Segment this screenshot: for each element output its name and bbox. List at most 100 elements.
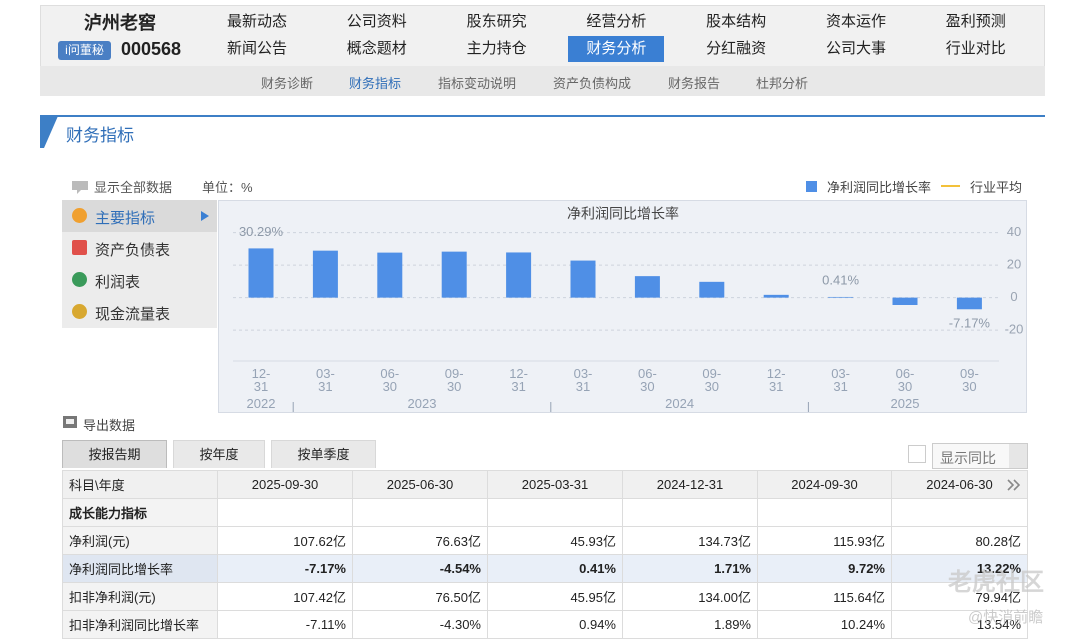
x-tick-label: 06-30 [895,366,915,394]
x-year-label: 2025 [890,396,920,411]
value-cell: -4.30% [352,610,488,639]
tab[interactable]: 按报告期 [62,440,167,468]
header-cell: 2025-09-30 [217,470,353,499]
side-menu: 主要指标资产负债表 利润表 现金流量表 [62,200,217,328]
x-tick-label: 03-31 [831,366,850,394]
value-cell [891,498,1028,527]
header-cell: 2025-03-31 [487,470,623,499]
section-row: 成长能力指标 [62,498,1028,527]
side-menu-arrow [201,211,209,221]
bar [312,250,338,298]
section-header-decor [40,115,1045,148]
nav-item[interactable]: 公司大事 [825,40,886,57]
side-menu-label: 主要指标 [95,210,156,227]
side-menu-item[interactable]: 资产负债表 [62,232,217,264]
value-cell [757,498,892,527]
legend-swatch [941,185,960,187]
compare-checkbox[interactable] [908,445,926,463]
value-cell: 107.62亿 [217,526,353,555]
legend-label: 净利润同比增长率 [827,180,932,195]
side-menu-item[interactable]: 利润表 [62,264,217,296]
chart-title: 净利润同比增长率 [567,206,679,222]
bar [828,296,854,298]
row-label: 成长能力指标 [62,498,218,527]
sub-nav-item[interactable]: 指标变动说明 [437,76,516,91]
bar [892,297,918,306]
bar [441,251,467,298]
x-tick-label: 09-30 [444,366,464,394]
ask-badge[interactable]: i问董秘 [58,41,111,60]
nav-item[interactable]: 主力持仓 [466,40,527,57]
value-cell: 76.63亿 [352,526,488,555]
side-menu-icon [72,240,87,255]
table-row: 扣非净利润(元) 107.42亿 76.50亿 45.95亿 134.00亿 115.64… [62,582,1028,611]
chart-area: 净利润同比增长率 -20 0 20 40 30.29% 0.41% -7.17% 12-31 03… [218,200,1027,413]
value-cell: 115.64亿 [757,582,892,611]
bar [956,297,982,310]
row-label: 净利润同比增长率 [62,554,218,583]
bar [377,252,403,298]
x-tick-label: 12-31 [766,366,786,394]
nav-item[interactable]: 资本运作 [825,13,886,30]
show-all-icon [72,181,88,194]
stock-code: 000568 [121,39,182,59]
section-title: 财务指标 [66,126,134,145]
tab[interactable]: 按单季度 [271,440,376,468]
nav-item[interactable]: 股本结构 [706,13,767,30]
table-header-row: 科目\年度 2025-09-30 2025-06-30 2025-03-31 2024-… [62,470,1028,499]
nav-item[interactable]: 公司资料 [346,13,407,30]
nav-item[interactable]: 经营分析 [586,13,647,30]
value-cell: 45.95亿 [487,582,623,611]
y-tick-label: 20 [1007,257,1021,272]
x-tick-label: 09-30 [959,366,979,394]
nav-item[interactable]: 分红融资 [706,40,767,57]
nav-item[interactable]: 股东研究 [466,13,527,30]
value-cell: 80.28亿 [891,526,1028,555]
value-cell [487,498,623,527]
x-tick-label: 12-31 [509,366,528,394]
sub-nav-item[interactable]: 财务指标 [348,76,401,91]
nav-item[interactable]: 新闻公告 [226,40,287,57]
value-cell: 9.72% [757,554,892,583]
export-data[interactable]: 导出数据 [83,418,136,433]
bar [570,260,596,298]
x-tick-label: 03-31 [573,366,593,394]
sub-nav-item[interactable]: 财务诊断 [260,76,313,91]
sub-nav-bar [40,66,1045,96]
value-cell: 45.93亿 [487,526,623,555]
select-arrow [1009,444,1027,468]
header-cell: 2025-06-30 [352,470,488,499]
y-tick-label: 0 [1010,289,1017,304]
side-menu-icon [72,272,87,287]
nav-item[interactable]: 概念题材 [346,40,407,57]
side-menu-item[interactable]: 现金流量表 [62,296,217,328]
value-label: 30.29% [239,224,284,239]
x-tick-label: 06-30 [380,366,400,394]
value-cell: 0.41% [487,554,623,583]
value-cell: 13.54% [891,610,1028,639]
sub-nav-item[interactable]: 财务报告 [667,76,720,91]
sub-nav-item[interactable]: 杜邦分析 [755,76,808,91]
tab[interactable]: 按年度 [173,440,265,468]
row-label: 净利润(元) [62,526,218,555]
x-tick-label: 03-31 [315,366,335,394]
compare-select[interactable]: 显示同比 [932,443,1028,469]
export-icon [63,416,77,428]
show-all-data[interactable]: 显示全部数据 [94,180,173,195]
more-columns-icon[interactable] [1006,478,1022,492]
value-cell: 1.71% [622,554,758,583]
nav-item[interactable]: 盈利预测 [945,13,1006,30]
table-row: 净利润(元) 107.62亿 76.63亿 45.93亿 134.73亿 115.93亿 8… [62,526,1028,555]
bar [634,276,660,298]
nav-item[interactable]: 行业对比 [945,40,1006,57]
value-cell [217,498,353,527]
value-cell: 0.94% [487,610,623,639]
sub-nav-item[interactable]: 资产负债构成 [552,76,631,91]
nav-item[interactable]: 财务分析 [568,36,665,62]
nav-item[interactable]: 最新动态 [226,13,287,30]
x-year-label: 2024 [665,396,695,411]
side-menu-item[interactable]: 主要指标 [62,200,217,232]
y-tick-label: 40 [1007,224,1021,239]
header-cell: 2024-12-31 [622,470,758,499]
